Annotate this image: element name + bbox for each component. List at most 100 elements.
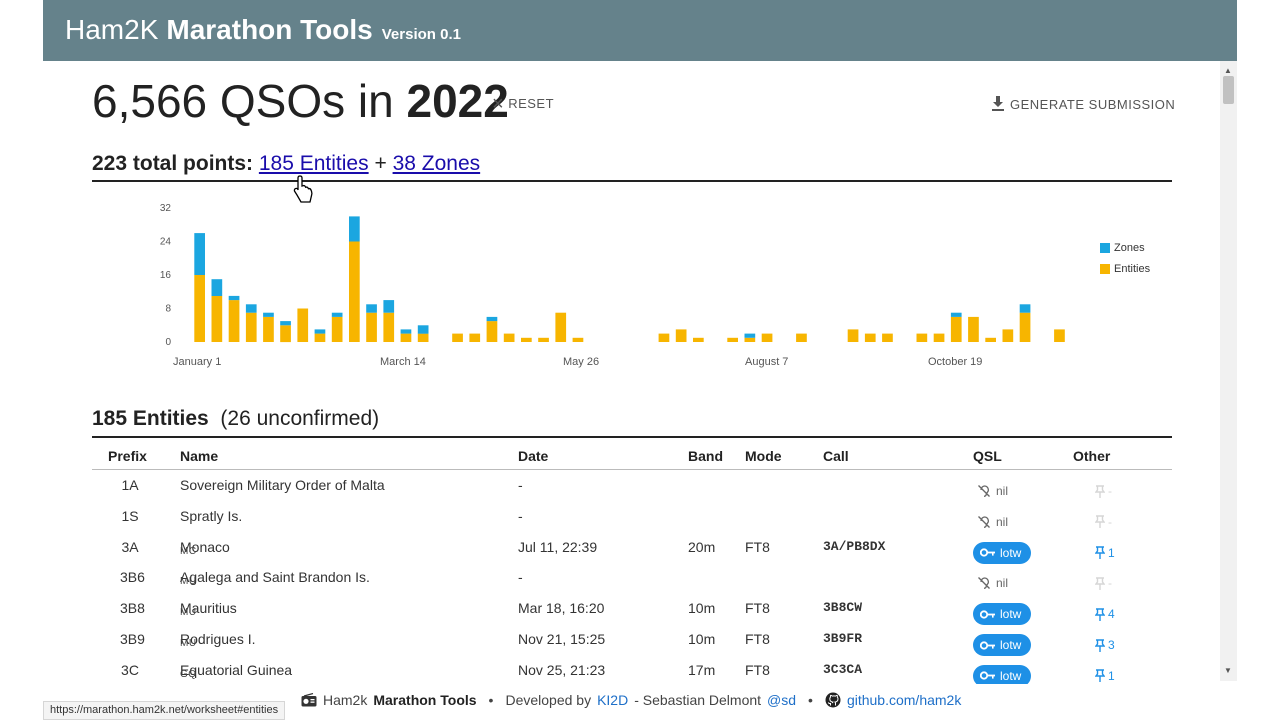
- table-row[interactable]: 1S Spratly Is. - nil -: [92, 501, 1172, 532]
- scroll-up-arrow-icon[interactable]: ▲: [1224, 66, 1232, 75]
- bar-entities[interactable]: [228, 300, 240, 342]
- table-row[interactable]: 3B8 MU Mauritius Mar 18, 16:20 10m FT8 3B8CW lo…: [92, 593, 1172, 626]
- col-call[interactable]: Call: [823, 448, 849, 464]
- bar-entities[interactable]: [693, 337, 704, 342]
- bar-entities[interactable]: [521, 337, 532, 342]
- col-prefix[interactable]: Prefix: [108, 448, 147, 464]
- pin-badge[interactable]: 1: [1095, 546, 1115, 560]
- scrollbar-track[interactable]: [1220, 61, 1237, 681]
- lotw-badge[interactable]: lotw: [973, 541, 1032, 564]
- bar-entities[interactable]: [864, 333, 876, 342]
- lotw-badge[interactable]: lotw: [973, 664, 1032, 687]
- bar-entities[interactable]: [469, 333, 481, 342]
- plus-sign: +: [374, 152, 387, 175]
- bar-zones[interactable]: [331, 312, 343, 317]
- col-mode[interactable]: Mode: [745, 448, 782, 464]
- lotw-badge[interactable]: lotw: [973, 603, 1032, 626]
- bar-entities[interactable]: [916, 333, 928, 342]
- bar-zones[interactable]: [211, 279, 223, 296]
- bar-entities[interactable]: [985, 337, 996, 342]
- bar-entities[interactable]: [968, 316, 979, 342]
- bar-entities[interactable]: [933, 333, 945, 342]
- x-tick-label: March 14: [380, 356, 426, 368]
- col-qsl[interactable]: QSL: [973, 448, 1002, 464]
- bar-entities[interactable]: [314, 333, 326, 342]
- bar-entities[interactable]: [400, 333, 412, 342]
- col-name[interactable]: Name: [180, 448, 219, 464]
- table-row[interactable]: 3C GQ Equatorial Guinea Nov 25, 21:23 17m FT8…: [92, 655, 1172, 687]
- table-row[interactable]: 3B6 MU Agalega and Saint Brandon Is. - nil -: [92, 562, 1172, 593]
- bar-entities[interactable]: [383, 312, 395, 342]
- bar-zones[interactable]: [263, 312, 274, 317]
- bar-entities[interactable]: [727, 337, 738, 342]
- bar-entities[interactable]: [194, 275, 205, 342]
- bar-zones[interactable]: [486, 316, 498, 322]
- bar-entities[interactable]: [1054, 329, 1065, 342]
- bar-zones[interactable]: [1019, 304, 1031, 313]
- bar-zones[interactable]: [400, 329, 412, 334]
- table-row[interactable]: 1A Sovereign Military Order of Malta - nil -: [92, 470, 1172, 501]
- bar-entities[interactable]: [366, 312, 377, 342]
- bar-entities[interactable]: [882, 333, 893, 342]
- bar-zones[interactable]: [744, 333, 756, 338]
- bar-zones[interactable]: [383, 300, 395, 313]
- bar-zones[interactable]: [366, 304, 377, 313]
- bar-zones[interactable]: [245, 304, 257, 313]
- bar-entities[interactable]: [297, 308, 309, 343]
- pin-badge[interactable]: 4: [1095, 607, 1115, 621]
- col-band[interactable]: Band: [688, 448, 723, 464]
- bar-zones[interactable]: [280, 321, 291, 326]
- bar-entities[interactable]: [452, 333, 463, 342]
- bar-entities[interactable]: [331, 316, 343, 342]
- reset-button[interactable]: × RESET: [492, 94, 554, 114]
- bar-entities[interactable]: [572, 337, 584, 342]
- bar-entities[interactable]: [211, 295, 223, 342]
- key-icon: [980, 671, 995, 680]
- bar-entities[interactable]: [555, 312, 567, 342]
- pin-badge[interactable]: -: [1095, 515, 1112, 529]
- bar-entities[interactable]: [744, 337, 756, 342]
- entities-link[interactable]: 185 Entities: [258, 152, 369, 175]
- table-row[interactable]: 3A MC Monaco Jul 11, 22:39 20m FT8 3A/PB8DX lot…: [92, 532, 1172, 564]
- github-link[interactable]: github.com/ham2k: [846, 692, 962, 708]
- bar-zones[interactable]: [417, 325, 429, 334]
- bar-entities[interactable]: [486, 321, 498, 342]
- bar-entities[interactable]: [417, 333, 429, 342]
- handle-link[interactable]: @sd: [767, 692, 797, 708]
- bar-entities[interactable]: [503, 333, 515, 342]
- zones-link[interactable]: 38 Zones: [392, 152, 481, 175]
- bar-entities[interactable]: [675, 329, 687, 342]
- bar-entities[interactable]: [263, 316, 274, 342]
- bar-entities[interactable]: [1002, 329, 1014, 342]
- bar-zones[interactable]: [314, 329, 326, 334]
- bar-zones[interactable]: [950, 312, 962, 317]
- cell-prefix: 3B9: [120, 631, 145, 647]
- table-row[interactable]: 3B9 MU Rodrigues I. Nov 21, 15:25 10m FT8 3B9F…: [92, 624, 1172, 656]
- bar-zones[interactable]: [194, 233, 205, 275]
- lotw-badge[interactable]: lotw: [973, 634, 1032, 656]
- bar-entities[interactable]: [280, 325, 291, 343]
- bar-entities[interactable]: [658, 333, 670, 342]
- cell-band: 17m: [688, 661, 716, 678]
- bar-zones[interactable]: [228, 295, 240, 301]
- bar-entities[interactable]: [761, 333, 773, 342]
- generate-submission-button[interactable]: GENERATE SUBMISSION: [991, 96, 1175, 112]
- col-other[interactable]: Other: [1073, 448, 1111, 464]
- x-tick-label: October 19: [928, 356, 982, 368]
- bar-entities[interactable]: [950, 316, 962, 342]
- bar-entities[interactable]: [349, 241, 360, 343]
- pin-badge[interactable]: -: [1095, 484, 1112, 498]
- bar-entities[interactable]: [796, 333, 807, 342]
- bar-zones[interactable]: [349, 216, 360, 242]
- pin-badge[interactable]: 1: [1095, 669, 1115, 683]
- callsign-link[interactable]: KI2D: [597, 692, 629, 708]
- bar-entities[interactable]: [538, 337, 549, 342]
- pin-badge[interactable]: -: [1095, 576, 1112, 590]
- bar-entities[interactable]: [1019, 312, 1031, 342]
- pin-badge[interactable]: 3: [1095, 638, 1115, 652]
- scroll-down-arrow-icon[interactable]: ▼: [1224, 666, 1232, 675]
- col-date[interactable]: Date: [518, 448, 549, 464]
- bar-entities[interactable]: [847, 329, 859, 342]
- bar-entities[interactable]: [245, 312, 257, 342]
- scrollbar-thumb[interactable]: [1223, 76, 1234, 104]
